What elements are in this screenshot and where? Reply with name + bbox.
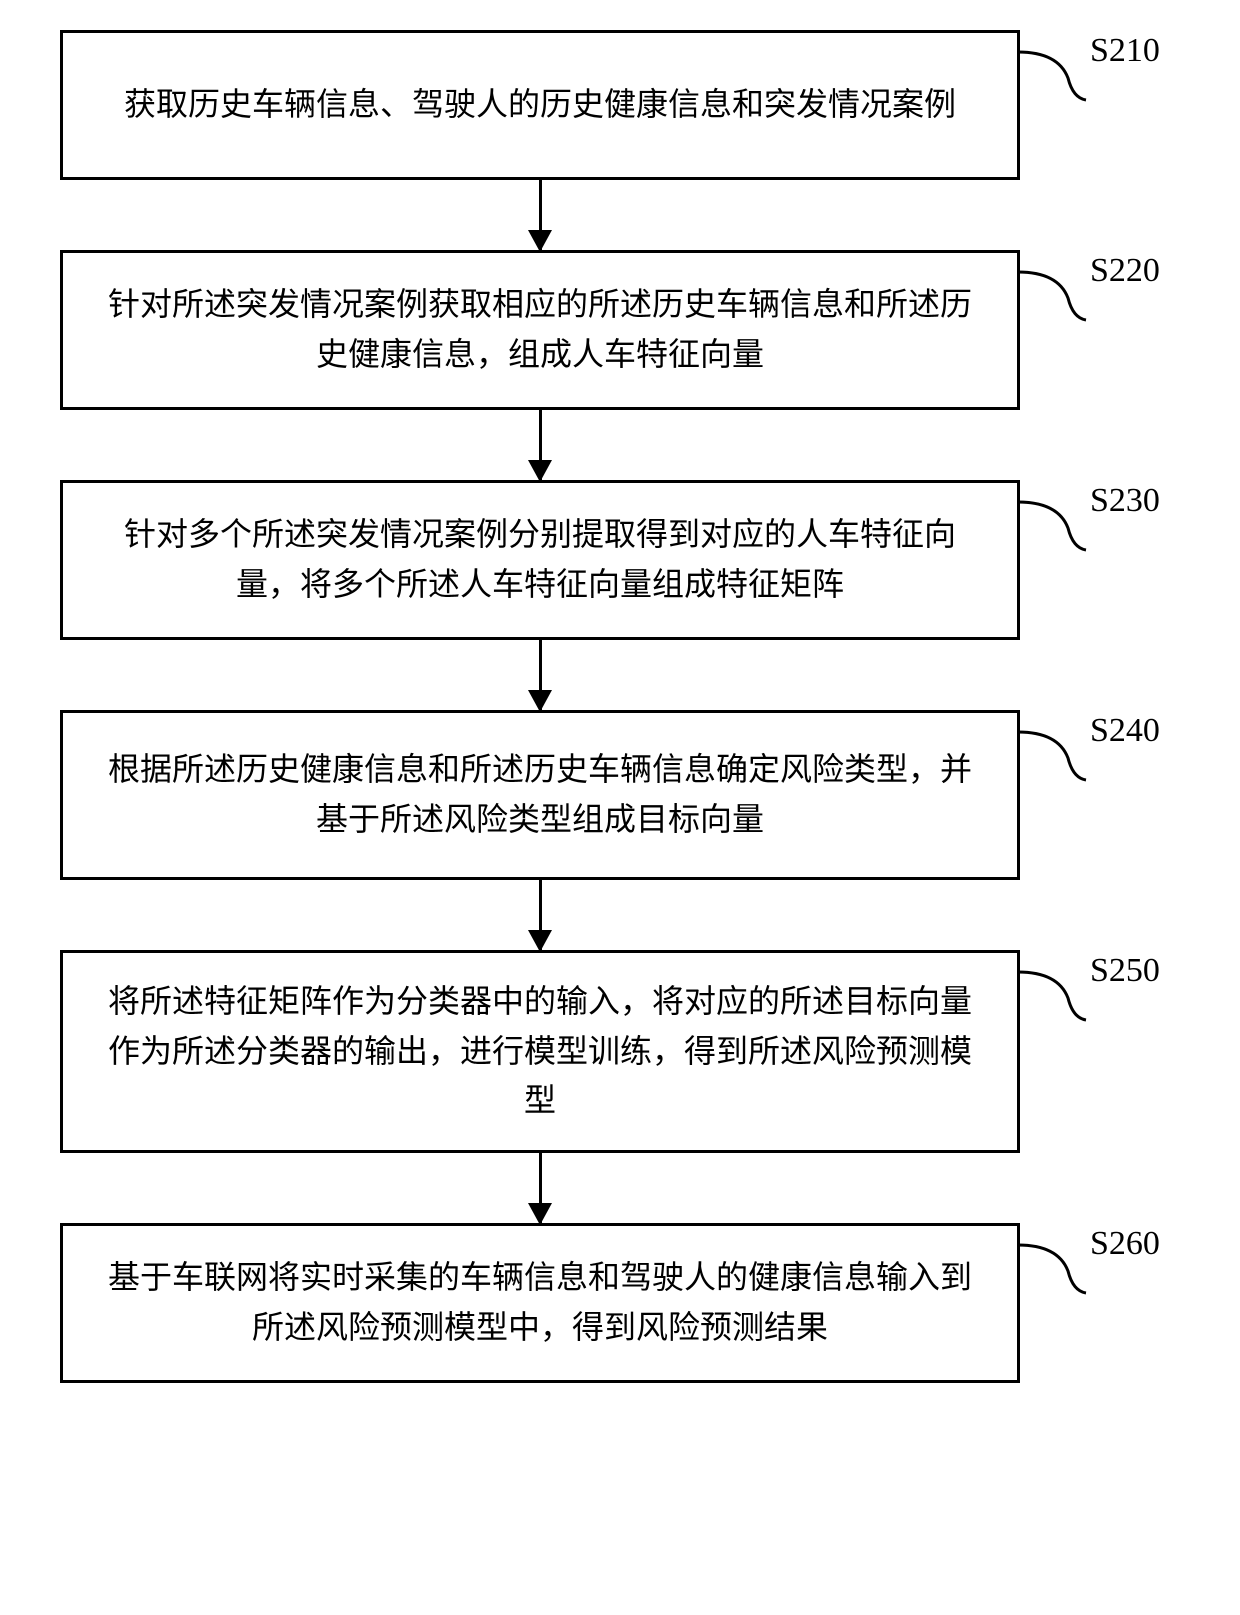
step-box-s210: 获取历史车辆信息、驾驶人的历史健康信息和突发情况案例 <box>60 30 1020 180</box>
step-text: 针对所述突发情况案例获取相应的所述历史车辆信息和所述历史健康信息，组成人车特征向… <box>93 280 987 379</box>
step-row: 根据所述历史健康信息和所述历史车辆信息确定风险类型，并基于所述风险类型组成目标向… <box>20 710 1220 880</box>
arrow-down <box>539 880 542 950</box>
step-row: 将所述特征矩阵作为分类器中的输入，将对应的所述目标向量作为所述分类器的输出，进行… <box>20 950 1220 1153</box>
step-row: 针对所述突发情况案例获取相应的所述历史车辆信息和所述历史健康信息，组成人车特征向… <box>20 250 1220 410</box>
label-connector-curve <box>1018 268 1088 328</box>
label-connector-curve <box>1018 1241 1088 1301</box>
step-label: S230 <box>1090 482 1160 520</box>
arrow-down <box>539 1153 542 1223</box>
label-connector-curve <box>1018 48 1088 108</box>
arrow-down <box>539 410 542 480</box>
label-connector-curve <box>1018 728 1088 788</box>
step-label: S220 <box>1090 252 1160 290</box>
step-text: 基于车联网将实时采集的车辆信息和驾驶人的健康信息输入到所述风险预测模型中，得到风… <box>93 1253 987 1352</box>
step-text: 获取历史车辆信息、驾驶人的历史健康信息和突发情况案例 <box>124 80 956 130</box>
label-connector-curve <box>1018 968 1088 1028</box>
arrow-down <box>539 640 542 710</box>
flowchart-container: 获取历史车辆信息、驾驶人的历史健康信息和突发情况案例 S210 针对所述突发情况… <box>20 30 1220 1383</box>
label-connector-curve <box>1018 498 1088 558</box>
step-box-s260: 基于车联网将实时采集的车辆信息和驾驶人的健康信息输入到所述风险预测模型中，得到风… <box>60 1223 1020 1383</box>
step-box-s240: 根据所述历史健康信息和所述历史车辆信息确定风险类型，并基于所述风险类型组成目标向… <box>60 710 1020 880</box>
arrow-down <box>539 180 542 250</box>
step-label: S260 <box>1090 1225 1160 1263</box>
step-label: S240 <box>1090 712 1160 750</box>
step-text: 针对多个所述突发情况案例分别提取得到对应的人车特征向量，将多个所述人车特征向量组… <box>93 510 987 609</box>
step-label: S210 <box>1090 32 1160 70</box>
step-box-s220: 针对所述突发情况案例获取相应的所述历史车辆信息和所述历史健康信息，组成人车特征向… <box>60 250 1020 410</box>
step-text: 根据所述历史健康信息和所述历史车辆信息确定风险类型，并基于所述风险类型组成目标向… <box>93 745 987 844</box>
step-box-s230: 针对多个所述突发情况案例分别提取得到对应的人车特征向量，将多个所述人车特征向量组… <box>60 480 1020 640</box>
step-label: S250 <box>1090 952 1160 990</box>
step-box-s250: 将所述特征矩阵作为分类器中的输入，将对应的所述目标向量作为所述分类器的输出，进行… <box>60 950 1020 1153</box>
step-row: 获取历史车辆信息、驾驶人的历史健康信息和突发情况案例 S210 <box>20 30 1220 180</box>
step-text: 将所述特征矩阵作为分类器中的输入，将对应的所述目标向量作为所述分类器的输出，进行… <box>93 977 987 1126</box>
step-row: 针对多个所述突发情况案例分别提取得到对应的人车特征向量，将多个所述人车特征向量组… <box>20 480 1220 640</box>
step-row: 基于车联网将实时采集的车辆信息和驾驶人的健康信息输入到所述风险预测模型中，得到风… <box>20 1223 1220 1383</box>
